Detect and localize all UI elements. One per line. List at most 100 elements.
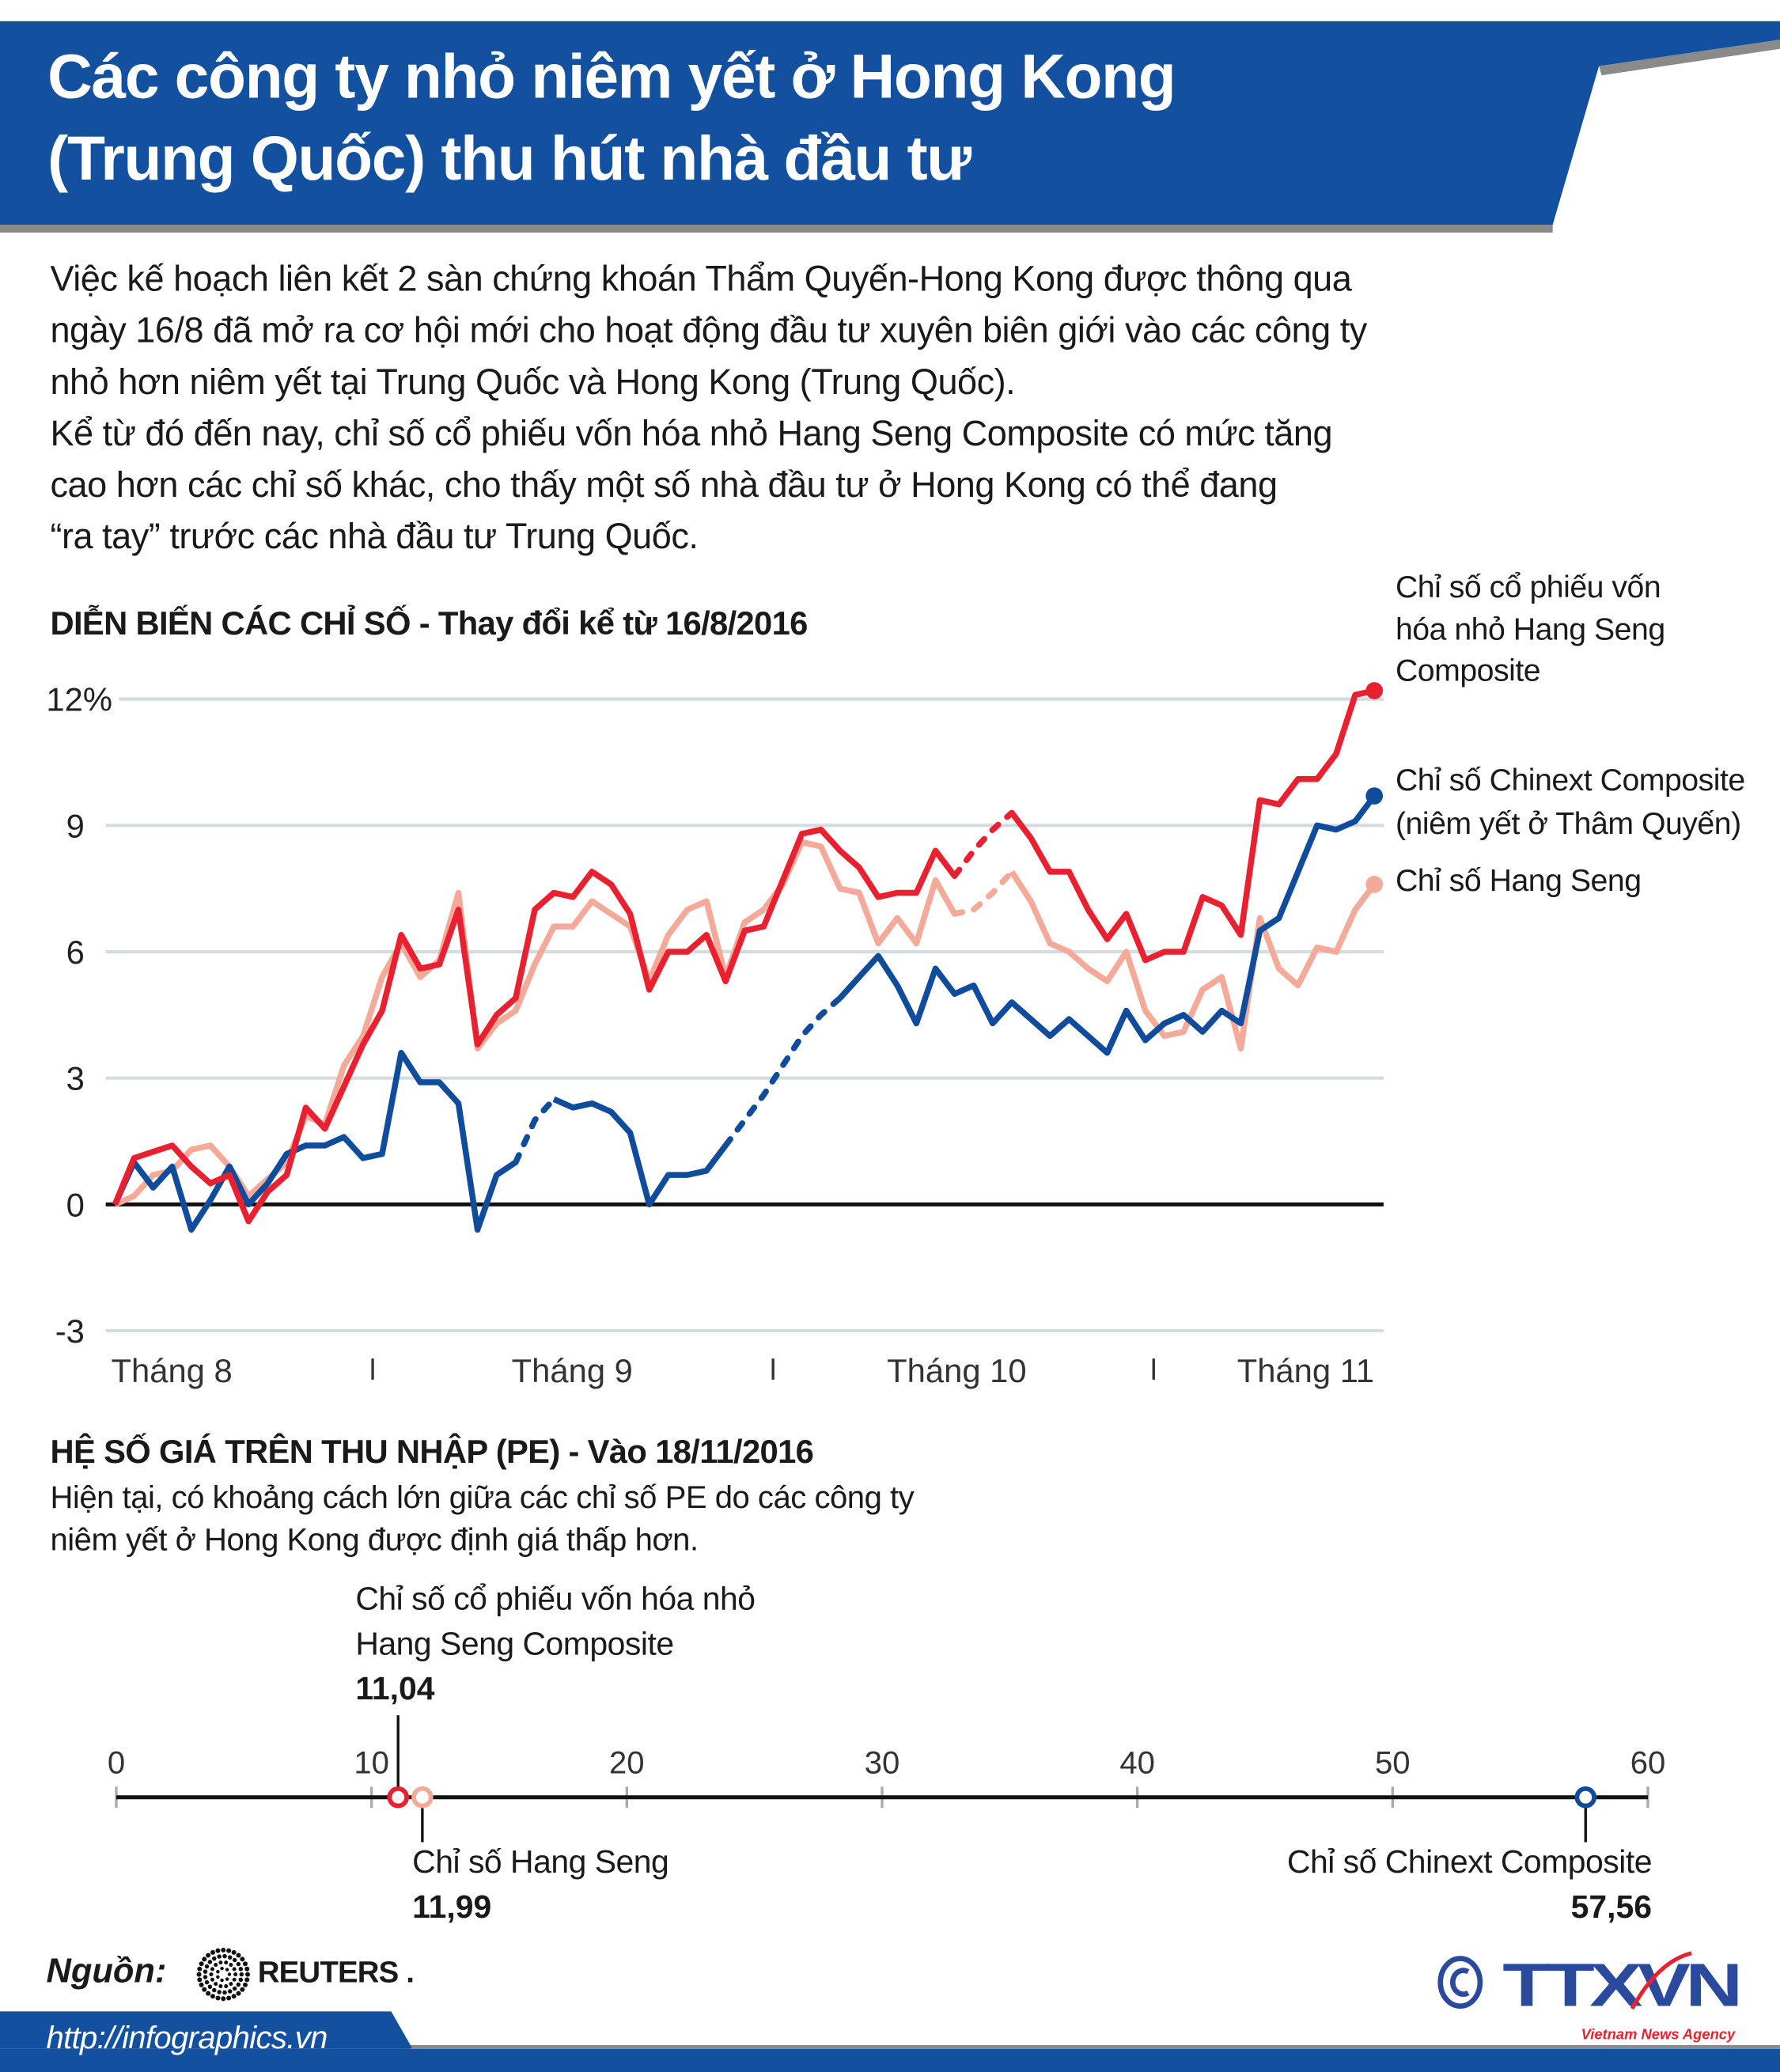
pe-chart: 0 10 20 30 40 50 60 (108, 1715, 1666, 1843)
logo-dot (220, 1978, 224, 1983)
logo-dot (214, 1982, 218, 1987)
logo-dot (210, 1977, 214, 1982)
intro-line: ngày 16/8 đã mở ra cơ hội mới cho hoạt đ… (50, 310, 1367, 350)
logo-dot (197, 1977, 203, 1983)
reuters-logo-icon (196, 1947, 251, 2002)
logo-dot (215, 1995, 221, 2001)
logo-dot (207, 1960, 213, 1964)
logo-dot (209, 1972, 214, 1977)
logo-dot (244, 1966, 250, 1972)
logo-dot (226, 1948, 232, 1953)
legend-chinext-line: Chỉ số Chinext Composite (1395, 762, 1745, 797)
pe-marker (411, 1786, 434, 1809)
pe-value-chinext: 57,56 (1570, 1889, 1652, 1926)
logo-dot (203, 1975, 208, 1979)
header-band (0, 21, 1780, 233)
logo-dot (236, 1982, 241, 1987)
series-line (838, 794, 1377, 1056)
logo-dot (225, 1977, 229, 1981)
logo-dot (199, 1982, 204, 1987)
intro-line: nhỏ hơn niêm yết tại Trung Quốc và Hong … (50, 362, 1016, 402)
logo-dot (229, 1982, 233, 1987)
logo-dot (216, 1975, 220, 1979)
logo-dot (242, 1961, 248, 1967)
series-end-marker (1365, 875, 1384, 893)
logo-dot (204, 1979, 210, 1985)
logo-dot (218, 1960, 223, 1965)
footer-bar (0, 2011, 1780, 2072)
axis-tick-label: 30 (865, 1746, 900, 1781)
logo-dot (206, 1953, 211, 1958)
logo-dot (204, 1964, 210, 1969)
pe-label-chinext: Chỉ số Chinext Composite (1286, 1844, 1653, 1881)
logo-dot (227, 1955, 233, 1960)
intro-line: cao hơn các chỉ số khác, cho thấy một số… (50, 464, 1278, 506)
intro-line: Việc kế hoạch liên kết 2 sàn chứng khoán… (50, 259, 1352, 299)
pe-value-small-cap: 11,04 (355, 1672, 435, 1708)
pe-label-small-cap: Chỉ số cổ phiếu vốn hóa nhỏ (355, 1581, 756, 1618)
logo-dot (231, 1949, 237, 1955)
logo-dot (206, 1991, 211, 1996)
ttxvn-wordmark: TTXVN (1502, 1952, 1738, 2020)
logo-dot (240, 1987, 245, 1992)
y-tick-label: 3 (66, 1060, 85, 1097)
logo-dot (207, 1984, 213, 1990)
pe-title: HỆ SỐ GIÁ TRÊN THU NHẬP (PE) - Vào 18/11… (50, 1434, 814, 1472)
logo-dot (202, 1987, 207, 1992)
logo-dot (202, 1956, 207, 1962)
page-title-line-1: Các công ty nhỏ niêm yết ở Hong Kong (47, 40, 1176, 112)
y-tick-label: -3 (55, 1313, 85, 1350)
logo-dot (238, 1977, 244, 1983)
axis-tick-label: 50 (1375, 1746, 1411, 1781)
source-name: REUTERS . (257, 1954, 415, 1989)
logo-dot (225, 1968, 229, 1972)
copyright-icon (1437, 1956, 1483, 2009)
series-line-dashed (513, 1096, 557, 1165)
logo-dot (210, 1949, 215, 1955)
logo-dot (197, 1966, 203, 1972)
logo-dot (224, 1984, 229, 1989)
logo-dot (226, 1995, 232, 2001)
legend-small-cap-line: hóa nhỏ Hang Seng (1395, 612, 1665, 646)
logo-dot (238, 1967, 244, 1972)
series-line (112, 1050, 517, 1233)
website-link[interactable]: http://infographics.vn (46, 2021, 328, 2057)
series-line-dashed (951, 809, 1015, 879)
page-title-line-2: (Trung Quốc) thu hút nhà đầu tư (47, 123, 971, 193)
ttxvn-logo: TTXVN Vietnam News Agency (1437, 1951, 1742, 2042)
pe-marker (1574, 1786, 1597, 1809)
axis-tick-label: 60 (1630, 1746, 1666, 1781)
logo-dot (229, 1963, 233, 1968)
logo-dot (232, 1967, 237, 1972)
series-line-dashed (722, 994, 843, 1149)
logo-dot (227, 1989, 233, 1994)
logo-dot (236, 1961, 241, 1967)
logo-dot (239, 1972, 244, 1977)
logo-dot (232, 1977, 237, 1982)
series-line (552, 1096, 729, 1208)
logo-dot (233, 1972, 238, 1977)
logo-dot (214, 1963, 218, 1968)
logo-dot (203, 1969, 208, 1974)
logo-dot (221, 1996, 226, 2002)
series-line-dashed (951, 869, 1015, 917)
logo-dot (224, 1960, 229, 1965)
x-tick-label: Tháng 9 (512, 1352, 633, 1389)
logo-dot (232, 1957, 237, 1963)
logo-dot (232, 1986, 237, 1991)
intro-line: “ra tay” trước các nhà đầu tư Trung Quốc… (50, 517, 699, 557)
series-line (113, 839, 957, 1207)
pe-subtitle-line: niêm yết ở Hong Kong được định giá thấp … (50, 1522, 699, 1559)
y-tick-label: 6 (66, 934, 85, 971)
line-chart-title: DIỄN BIẾN CÁC CHỈ SỐ - Thay đổi kể từ 16… (50, 605, 808, 642)
series-line (1009, 688, 1376, 964)
pe-marker (387, 1786, 409, 1809)
agency-tagline: Vietnam News Agency (1581, 2025, 1736, 2042)
source-label: Nguồn: (46, 1950, 167, 1991)
logo-dot (196, 1972, 202, 1977)
pe-value-hang-seng: 11,99 (412, 1889, 492, 1926)
pe-label-small-cap: Hang Seng Composite (355, 1627, 674, 1663)
logo-dot (240, 1956, 245, 1962)
x-tick-label: Tháng 8 (112, 1352, 233, 1389)
pe-subtitle-line: Hiện tại, có khoảng cách lớn giữa các ch… (50, 1479, 915, 1516)
